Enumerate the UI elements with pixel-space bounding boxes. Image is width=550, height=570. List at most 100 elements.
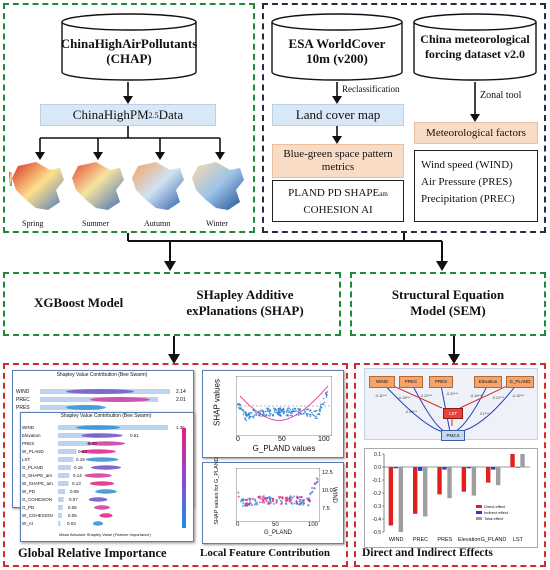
scatter-2-point	[263, 501, 266, 504]
scatter-1-point	[318, 408, 321, 411]
scatter-1-point	[288, 411, 291, 414]
scatter-1-point	[325, 396, 328, 398]
importance-bar	[58, 449, 77, 454]
scatter-1-point	[277, 407, 280, 410]
scatter-2-point	[242, 497, 245, 500]
scatter-2-plot	[236, 468, 320, 522]
beeswarm-points	[80, 449, 116, 454]
importance-bar	[58, 489, 66, 494]
scatter-1-point	[308, 413, 311, 416]
scatter-2-point	[242, 504, 245, 507]
scatter-1-point	[320, 406, 323, 409]
scatter-1-point	[263, 413, 266, 416]
arrow-chap-pm	[123, 82, 133, 104]
scatter-1-plot	[236, 376, 332, 436]
reclassification-label: Reclassification	[342, 84, 400, 94]
arrow-sem-results	[448, 336, 460, 364]
scatter-1-point	[315, 415, 317, 418]
importance-bar	[58, 473, 70, 478]
scatter-2-point	[258, 501, 261, 504]
scatter-2-point	[303, 502, 306, 505]
effects-legend-label: Indirect effect	[484, 510, 509, 515]
scatter-1-point	[307, 408, 310, 411]
importance-bar	[58, 513, 63, 518]
scatter-1-point	[322, 397, 325, 400]
scatter-2-point	[267, 501, 270, 504]
sem-node-pres: PRES	[429, 376, 453, 388]
scatter-1-point	[306, 415, 309, 417]
beeswarm-points	[81, 433, 123, 438]
scatter-1-point	[291, 414, 294, 417]
scatter-1-point	[291, 408, 294, 411]
shap-model-panel	[3, 272, 341, 336]
scatter-2-right-tick-2: 7.5	[322, 506, 330, 512]
scatter-1-point	[289, 411, 292, 414]
scatter-1-point	[277, 410, 280, 412]
xgboost-label: XGBoost Model	[34, 295, 124, 310]
scatter-2-point	[266, 502, 269, 505]
land-cover-box: Land cover map	[272, 104, 404, 126]
scatter-2-point	[289, 497, 292, 500]
scatter-2-point	[284, 500, 287, 503]
scatter-2-point	[272, 497, 275, 500]
scatter-1-point	[310, 411, 313, 414]
scatter-1-point	[277, 411, 280, 414]
scatter-2-point	[299, 503, 302, 506]
chap-title: ChinaHighAirPollutants (CHAP)	[60, 36, 198, 66]
effects-category-label: PREC	[413, 537, 428, 543]
scatter-1-point	[250, 412, 253, 415]
scatter-2-point	[244, 498, 247, 501]
beeswarm-back-bars	[40, 389, 170, 410]
scatter-1-point	[264, 410, 267, 413]
sem-coef-6: -0.21***	[492, 396, 505, 400]
scatter-2-xtick-100: 100	[308, 522, 319, 528]
esa-title: ESA WorldCover 10m (v200)	[288, 36, 386, 66]
scatter-1-point	[248, 417, 250, 420]
data-sources-panel	[262, 3, 546, 233]
zonal-tool-label: Zonal tool	[480, 90, 522, 101]
scatter-1-point	[279, 411, 282, 414]
sem-coef-8: -0.09***	[405, 410, 418, 414]
scatter-1-point	[254, 411, 257, 413]
beeswarm-back-value-2: 2.01	[176, 397, 186, 403]
chap-database-icon	[61, 13, 197, 81]
beeswarm-points	[86, 441, 126, 446]
metrics-list-box: PLAND PD SHAPEam COHESION AI	[272, 180, 404, 222]
importance-bar	[58, 433, 100, 438]
beeswarm-points	[91, 465, 121, 470]
scatter-1-point	[255, 414, 258, 416]
blue-green-metrics-box: Blue-green space pattern metrics	[272, 144, 404, 178]
season-label-summer: Summer	[82, 219, 110, 228]
scatter-1-point	[325, 394, 328, 397]
scatter-1-point	[318, 413, 321, 416]
scatter-1-point	[252, 416, 255, 419]
meteorological-factors-box: Meteorological factors	[414, 122, 538, 144]
scatter-1-trend	[239, 385, 329, 421]
scatter-2-point	[307, 498, 310, 501]
scatter-1-point	[299, 412, 302, 415]
effects-bar-chart: 0.1 0.0 -0.1 -0.2 -0.3 -0.4 -0.5 WIND PREC PRES El…	[372, 452, 530, 543]
sem-coef-3: -0.22***	[420, 394, 433, 398]
scatter-2-point	[281, 496, 284, 499]
feature-value-colorbar	[182, 428, 186, 528]
importance-bar	[58, 505, 63, 510]
scatter-1-point	[313, 410, 316, 413]
sem-coef-4: -0.21***	[446, 392, 459, 396]
scatter-1-point	[297, 414, 300, 416]
arrow-shap-results	[168, 336, 180, 364]
sem-results-panel	[354, 363, 546, 567]
scatter-2-point	[240, 499, 243, 502]
scatter-1-point	[309, 415, 312, 418]
scatter-1-ylabel: SHAP values	[212, 379, 222, 426]
importance-bar	[58, 441, 91, 446]
scatter-2-point	[269, 499, 272, 502]
effects-legend-label: Total effect	[484, 516, 504, 521]
importance-bar	[58, 465, 71, 470]
scatter-1-point	[312, 413, 314, 416]
chap-panel	[3, 3, 255, 233]
beeswarm-back-title: Shapley Value Contribution (Bee Swarm)	[56, 372, 148, 378]
sem-model-panel	[350, 272, 546, 336]
scatter-1-point	[279, 407, 282, 409]
effects-legend-label: Direct effect	[484, 504, 506, 509]
scatter-2-point	[272, 502, 275, 505]
